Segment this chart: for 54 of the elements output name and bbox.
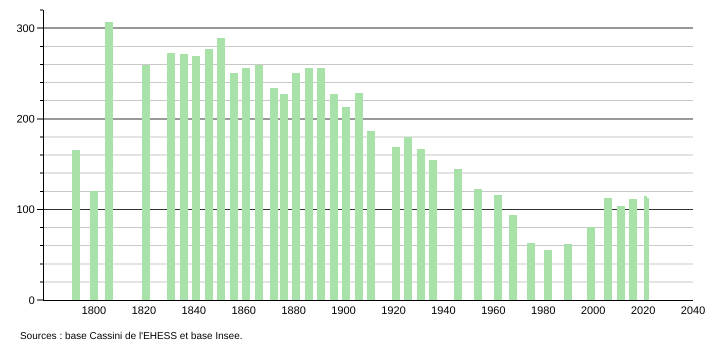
bar [355,93,363,300]
bar [205,49,213,300]
bar [392,147,400,300]
bar [217,38,225,300]
bar [342,107,350,300]
x-tick-label: 1840 [182,305,206,318]
bar [454,169,462,300]
bar [429,160,437,300]
bar [509,215,517,300]
bar [72,150,80,300]
bar [544,250,552,300]
x-tick-label: 1960 [481,305,506,318]
x-tick-label: 1920 [381,305,406,318]
bar [242,68,250,300]
bar [90,191,98,300]
bar [474,189,482,300]
bar [180,54,188,300]
bar [604,198,612,300]
y-tick-label: 200 [16,114,35,126]
bar [230,73,238,300]
bar [527,243,535,300]
x-tick-label: 1820 [132,305,156,318]
x-tick-label: 2000 [580,305,606,318]
bar [587,227,595,300]
bar [292,73,300,300]
x-tick-label: 1940 [431,305,456,318]
bar [192,56,200,300]
bar [280,94,288,300]
bar [305,68,313,300]
bar [404,137,412,300]
bar [167,53,175,300]
y-tick-label: 300 [16,22,35,35]
x-tick-label: 1880 [281,305,306,318]
bar [255,65,263,300]
bar [317,68,325,300]
y-tick-label: 100 [16,204,35,216]
bar [417,149,425,300]
bar [367,131,375,300]
bar [142,65,150,300]
x-tick-label: 2040 [680,305,706,318]
x-tick-label: 2020 [630,305,656,318]
bar [330,94,338,300]
source-note: Sources : base Cassini de l'EHESS et base Insee. [20,331,243,340]
bar [629,199,637,300]
bar [617,206,625,300]
bar [105,22,113,300]
x-tick-label: 1860 [231,305,256,318]
bar [564,244,572,300]
x-tick-label: 1980 [530,305,556,318]
bar [270,88,278,300]
x-tick-label: 1800 [82,305,106,318]
x-tick-label: 1900 [331,305,356,318]
bar [494,195,502,300]
y-tick-label: 0 [28,294,35,307]
